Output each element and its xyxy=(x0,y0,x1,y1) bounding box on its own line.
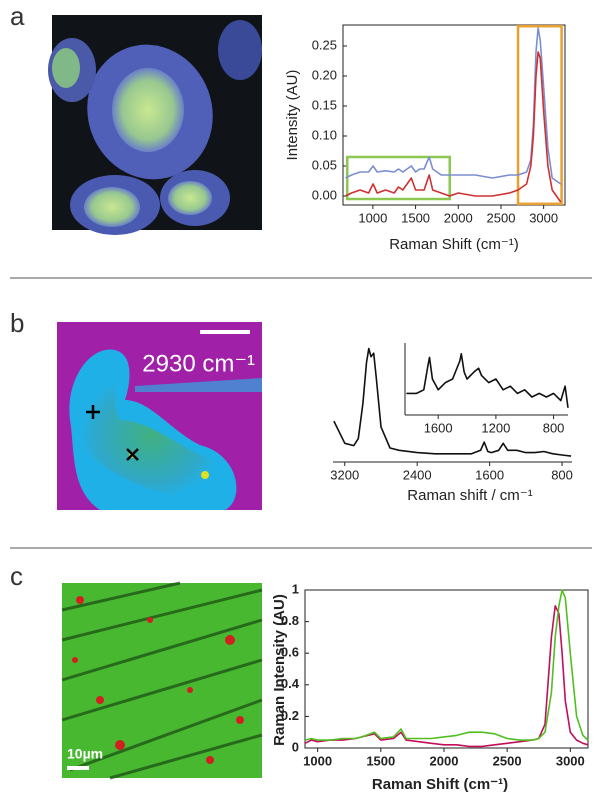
y-tick-label: 0 xyxy=(292,739,299,754)
spectrum-line xyxy=(345,51,562,203)
plot-frame xyxy=(342,24,566,206)
x-tick-label: 1500 xyxy=(366,753,395,768)
x-axis-label: Raman Shift (cm⁻¹) xyxy=(372,776,508,793)
highlight-box xyxy=(346,155,451,201)
x-tick-label: 800 xyxy=(543,420,565,435)
x-tick-label: 1000 xyxy=(303,753,332,768)
micrograph-c: 10µm xyxy=(61,581,263,780)
x-tick-label: 2400 xyxy=(403,467,432,482)
spectrum-line xyxy=(333,347,572,457)
x-tick-label: 1600 xyxy=(475,467,504,482)
y-tick-label: 1 xyxy=(292,581,299,596)
y-tick-label: 0.6 xyxy=(281,645,299,660)
panel-label: c xyxy=(10,561,23,591)
y-tick-label: 0.25 xyxy=(312,37,337,52)
x-tick-label: 1600 xyxy=(424,420,453,435)
y-tick-label: 0.10 xyxy=(312,127,337,142)
micrograph-b: 2930 cm⁻¹ xyxy=(57,322,262,510)
y-tick-label: 0.8 xyxy=(281,613,299,628)
x-tick-label: 2500 xyxy=(493,753,522,768)
x-axis-label: Raman shift / cm⁻¹ xyxy=(407,487,532,504)
micrograph-a xyxy=(48,15,262,235)
y-tick-label: 0.05 xyxy=(312,157,337,172)
x-tick-label: 1500 xyxy=(401,210,430,225)
image-label: 2930 cm⁻¹ xyxy=(142,350,255,377)
y-tick-label: 0.2 xyxy=(281,708,299,723)
y-tick-label: 0.4 xyxy=(281,676,300,691)
x-tick-label: 2000 xyxy=(444,210,473,225)
spectrum-line xyxy=(345,27,562,185)
panel-label: a xyxy=(10,1,25,31)
highlight-box xyxy=(516,24,563,206)
y-axis-label: Raman Intensity (AU) xyxy=(271,594,288,746)
x-tick-label: 2000 xyxy=(430,753,459,768)
x-axis-label: Raman Shift (cm⁻¹) xyxy=(389,236,519,253)
x-tick-label: 800 xyxy=(551,467,573,482)
plot-frame xyxy=(304,589,589,749)
spectrum-line xyxy=(304,589,589,741)
y-tick-label: 0.20 xyxy=(312,67,337,82)
y-tick-label: 0.15 xyxy=(312,97,337,112)
x-tick-label: 3200 xyxy=(330,467,359,482)
x-tick-label: 2500 xyxy=(487,210,516,225)
y-axis-label: Intensity (AU) xyxy=(284,70,301,161)
panel-label: b xyxy=(10,308,24,338)
x-tick-label: 3000 xyxy=(556,753,585,768)
y-tick-label: 0.00 xyxy=(312,187,337,202)
x-tick-label: 1000 xyxy=(358,210,387,225)
x-tick-label: 1200 xyxy=(481,420,510,435)
spectrum-line xyxy=(406,353,569,408)
x-tick-label: 3000 xyxy=(529,210,558,225)
scale-bar-label: 10µm xyxy=(67,746,103,762)
